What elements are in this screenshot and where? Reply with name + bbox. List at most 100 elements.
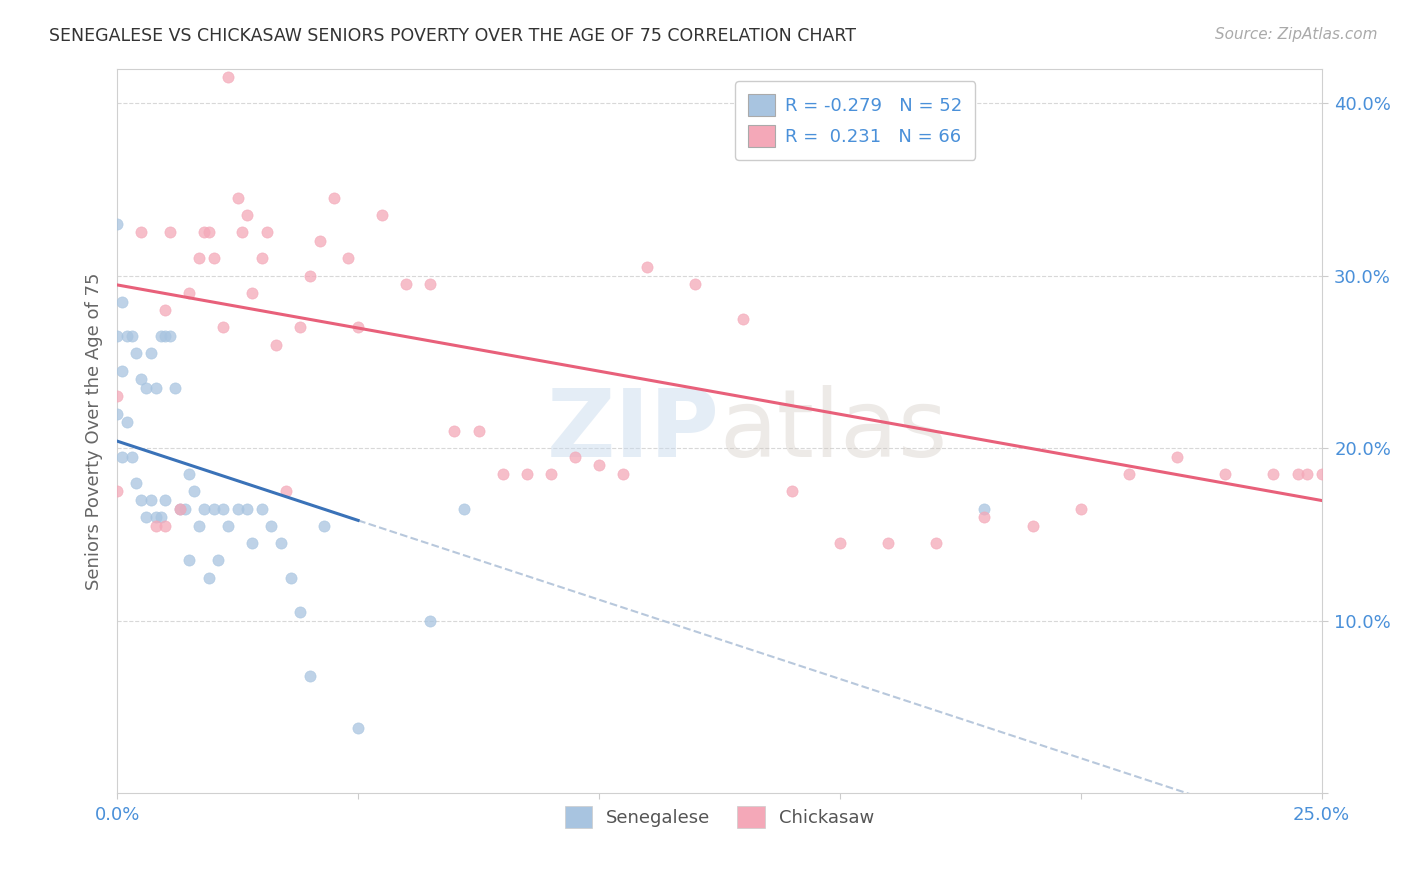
Point: [179, 467, 201, 481]
Point: [121, 450, 143, 464]
Point: [250, 252, 273, 266]
Point: [1213, 467, 1236, 481]
Point: [564, 450, 586, 464]
Point: [973, 501, 995, 516]
Point: [588, 458, 610, 473]
Point: [1320, 467, 1343, 481]
Point: [129, 226, 152, 240]
Text: Source: ZipAtlas.com: Source: ZipAtlas.com: [1215, 27, 1378, 42]
Point: [226, 501, 249, 516]
Point: [145, 381, 167, 395]
Point: [467, 424, 489, 438]
Point: [105, 407, 128, 421]
Point: [973, 510, 995, 524]
Point: [129, 492, 152, 507]
Point: [163, 381, 186, 395]
Point: [179, 553, 201, 567]
Point: [231, 226, 253, 240]
Point: [159, 226, 181, 240]
Point: [188, 519, 211, 533]
Text: SENEGALESE VS CHICKASAW SENIORS POVERTY OVER THE AGE OF 75 CORRELATION CHART: SENEGALESE VS CHICKASAW SENIORS POVERTY …: [49, 27, 856, 45]
Y-axis label: Seniors Poverty Over the Age of 75: Seniors Poverty Over the Age of 75: [86, 272, 103, 590]
Point: [250, 501, 273, 516]
Point: [347, 320, 370, 334]
Text: ZIP: ZIP: [547, 385, 720, 477]
Point: [139, 492, 162, 507]
Point: [202, 252, 225, 266]
Point: [149, 510, 172, 524]
Point: [290, 320, 312, 334]
Point: [197, 571, 219, 585]
Point: [925, 536, 948, 550]
Point: [612, 467, 634, 481]
Point: [1296, 467, 1319, 481]
Point: [207, 553, 229, 567]
Point: [105, 484, 128, 499]
Point: [111, 450, 134, 464]
Point: [780, 484, 803, 499]
Point: [636, 260, 658, 274]
Point: [105, 389, 128, 403]
Point: [115, 329, 138, 343]
Point: [1070, 501, 1092, 516]
Point: [347, 721, 370, 735]
Point: [256, 226, 278, 240]
Point: [169, 501, 191, 516]
Point: [197, 226, 219, 240]
Point: [111, 294, 134, 309]
Point: [274, 484, 297, 499]
Point: [217, 70, 239, 84]
Point: [193, 501, 215, 516]
Point: [236, 501, 259, 516]
Point: [877, 536, 900, 550]
Point: [212, 501, 235, 516]
Point: [202, 53, 225, 67]
Point: [155, 329, 177, 343]
Point: [240, 536, 263, 550]
Text: atlas: atlas: [720, 385, 948, 477]
Point: [183, 484, 205, 499]
Point: [217, 519, 239, 533]
Point: [193, 226, 215, 240]
Point: [155, 519, 177, 533]
Point: [1382, 467, 1405, 481]
Point: [733, 311, 755, 326]
Point: [264, 337, 287, 351]
Point: [308, 234, 330, 248]
Point: [240, 285, 263, 300]
Point: [125, 346, 148, 360]
Point: [270, 536, 292, 550]
Point: [395, 277, 418, 292]
Point: [105, 329, 128, 343]
Point: [443, 424, 465, 438]
Point: [179, 53, 201, 67]
Point: [1286, 467, 1309, 481]
Point: [155, 492, 177, 507]
Point: [1118, 467, 1140, 481]
Point: [121, 329, 143, 343]
Point: [111, 363, 134, 377]
Point: [685, 277, 707, 292]
Legend: Senegalese, Chickasaw: Senegalese, Chickasaw: [557, 798, 882, 835]
Point: [1021, 519, 1043, 533]
Point: [290, 605, 312, 619]
Point: [1334, 467, 1357, 481]
Point: [314, 519, 336, 533]
Point: [135, 381, 157, 395]
Point: [298, 669, 321, 683]
Point: [371, 208, 394, 222]
Point: [173, 501, 195, 516]
Point: [169, 501, 191, 516]
Point: [419, 277, 441, 292]
Point: [337, 252, 360, 266]
Point: [236, 208, 259, 222]
Point: [125, 475, 148, 490]
Point: [491, 467, 513, 481]
Point: [516, 467, 538, 481]
Point: [298, 268, 321, 283]
Point: [202, 501, 225, 516]
Point: [540, 467, 562, 481]
Point: [105, 217, 128, 231]
Point: [159, 329, 181, 343]
Point: [145, 519, 167, 533]
